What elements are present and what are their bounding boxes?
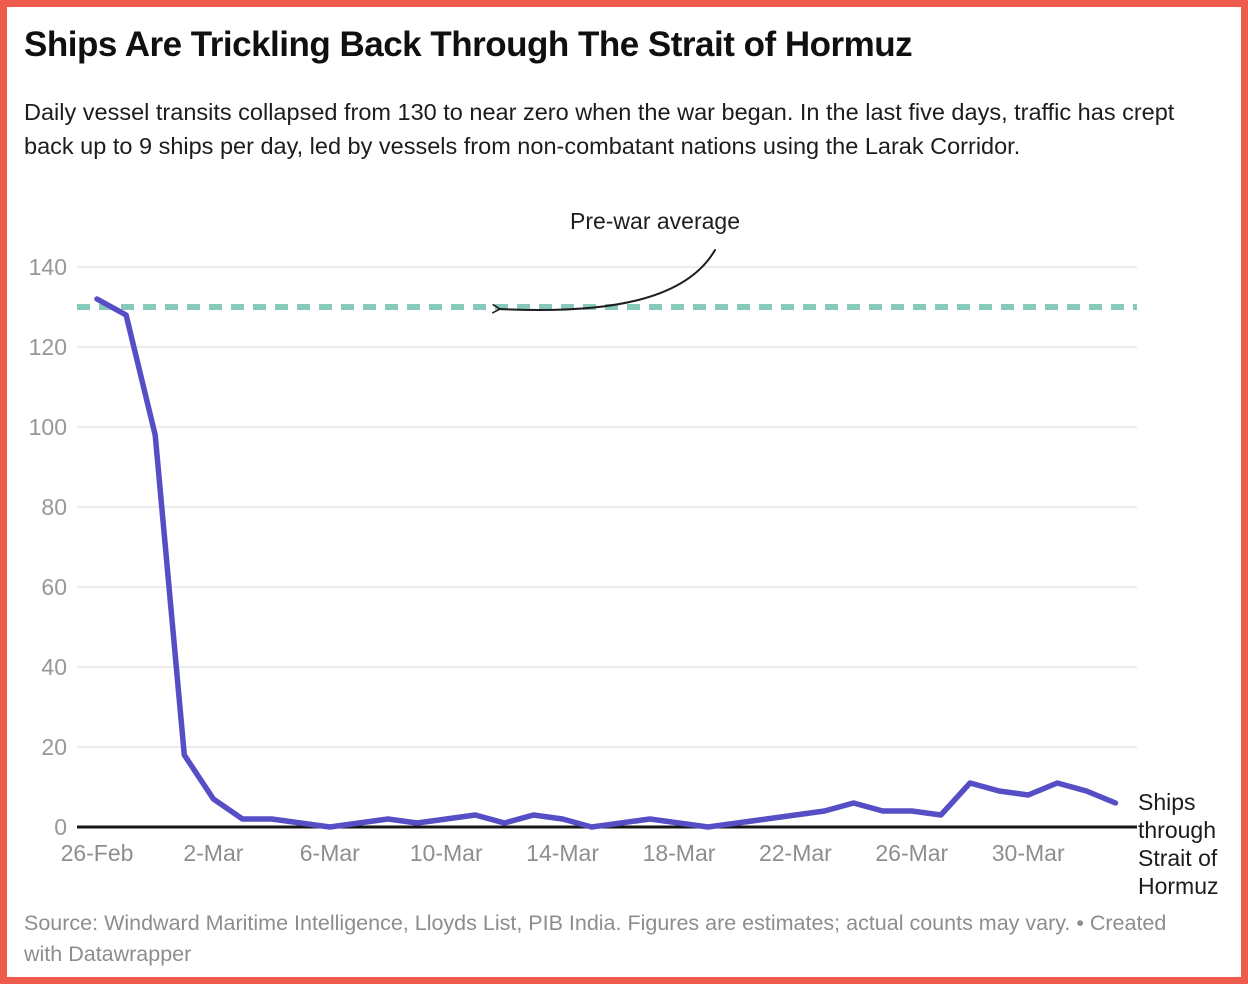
y-axis-tick-label: 20	[41, 734, 67, 760]
y-axis-tick-label: 100	[29, 414, 67, 440]
line-chart: 0 20 40 60 80 100 120 140 26-Feb 2-Mar 6-Mar 10-Mar…	[29, 254, 1137, 866]
y-axis-tick-label: 0	[54, 814, 67, 840]
x-axis-tick-label: 18-Mar	[643, 840, 716, 866]
x-axis-tick-label: 14-Mar	[526, 840, 599, 866]
y-axis-tick-label: 40	[41, 654, 67, 680]
x-axis-tick-label: 2-Mar	[183, 840, 243, 866]
source-text: Source: Windward Maritime Intelligence, …	[24, 911, 1090, 935]
x-axis-tick-label: 26-Mar	[875, 840, 948, 866]
series-label: Ships through Strait of Hormuz	[1138, 789, 1219, 899]
source-line: Source: Windward Maritime Intelligence, …	[24, 908, 1204, 970]
x-axis-tick-label: 10-Mar	[410, 840, 483, 866]
x-axis-tick-label: 6-Mar	[300, 840, 360, 866]
y-axis-tick-label: 80	[41, 494, 67, 520]
datawrapper-attribution-link[interactable]: Created with Datawrapper	[24, 911, 1167, 966]
chart-description: Daily vessel transits collapsed from 130…	[24, 99, 1175, 159]
y-axis-tick-label: 60	[41, 574, 67, 600]
x-axis-tick-label: 26-Feb	[61, 840, 134, 866]
series-line	[94, 296, 1119, 830]
pre-war-average-label: Pre-war average	[569, 208, 741, 234]
y-axis-tick-label: 120	[29, 334, 67, 360]
x-axis-tick-label: 30-Mar	[992, 840, 1065, 866]
x-axis-tick-label: 22-Mar	[759, 840, 832, 866]
y-axis-tick-label: 140	[29, 254, 67, 280]
page-title: Ships Are Trickling Back Through The Str…	[24, 25, 913, 64]
